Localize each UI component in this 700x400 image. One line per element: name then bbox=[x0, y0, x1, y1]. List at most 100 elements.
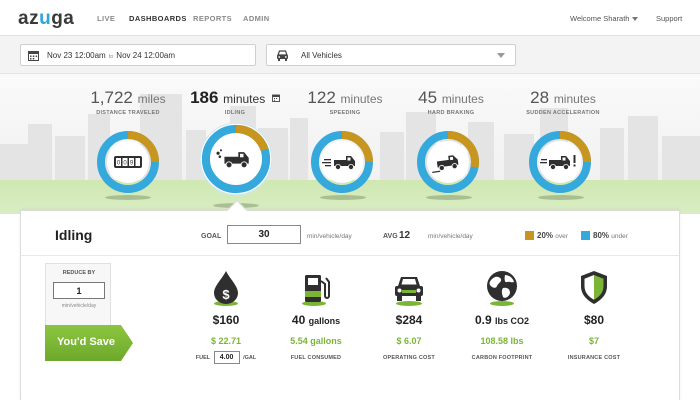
goal-unit: min/vehicle/day bbox=[307, 233, 352, 240]
metric-label: SPEEDING bbox=[329, 110, 361, 116]
savings-operating-cost: $284 $ 6.07 OPERATING COST bbox=[364, 269, 454, 361]
user-name: Welcome Sharath bbox=[570, 14, 630, 23]
insurance-value: $80 bbox=[583, 313, 605, 327]
youd-save-banner[interactable] bbox=[45, 325, 133, 361]
ring-over-arc bbox=[311, 131, 373, 193]
insurance-label: INSURANCE COST bbox=[567, 355, 621, 361]
azuga-logo[interactable]: azuga bbox=[18, 8, 75, 29]
ring-shadow bbox=[105, 195, 151, 200]
legend-over-swatch bbox=[525, 231, 534, 240]
avg-label: AVG bbox=[383, 233, 398, 240]
ring-shadow bbox=[320, 195, 366, 200]
odometer-icon: 0 0 9 bbox=[114, 156, 142, 168]
shield-icon bbox=[581, 271, 607, 304]
date-from: Nov 23 12:00am bbox=[47, 51, 106, 60]
metric-label: IDLING bbox=[224, 110, 246, 116]
metric-unit: miles bbox=[137, 92, 166, 106]
metric-sudden-acceleration: 28 minutes SUDDEN ACCELERATION bbox=[508, 88, 618, 116]
goal-input[interactable] bbox=[227, 225, 301, 244]
carbon-number: 0.9 bbox=[474, 313, 492, 327]
fuel-price-row: FUEL /GAL bbox=[181, 351, 271, 364]
fuel-price-input[interactable] bbox=[213, 351, 240, 364]
metric-value: 122 minutes bbox=[290, 88, 400, 108]
metric-unit: minutes bbox=[441, 92, 484, 106]
operating-cost-label: OPERATING COST bbox=[383, 355, 435, 361]
avg-value: 12 bbox=[399, 230, 411, 241]
car-front-icon bbox=[395, 277, 423, 306]
metric-ring-hard-braking[interactable] bbox=[416, 130, 480, 194]
date-to: Nov 24 12:00am bbox=[116, 51, 175, 60]
metric-ring-idling[interactable] bbox=[199, 122, 273, 196]
legend-under-pct: 80% bbox=[593, 231, 610, 240]
carbon-value: 0.9 lbs CO2 bbox=[457, 313, 547, 327]
metric-speeding: 122 minutes SPEEDING bbox=[290, 88, 400, 116]
metric-unit: minutes bbox=[553, 92, 596, 106]
metric-unit: minutes bbox=[223, 92, 266, 106]
metric-ring-sudden-acceleration[interactable] bbox=[528, 130, 592, 194]
metric-number: 122 bbox=[307, 88, 336, 107]
gas-pump-icon bbox=[302, 275, 330, 306]
user-menu[interactable]: Welcome Sharath bbox=[570, 14, 639, 23]
reduce-input[interactable] bbox=[53, 282, 105, 299]
date-separator: to bbox=[108, 54, 114, 60]
nav-live[interactable]: LIVE bbox=[97, 14, 116, 23]
metric-ring-distance[interactable]: 0 0 9 bbox=[96, 130, 160, 194]
metric-value: 45 minutes bbox=[396, 88, 506, 108]
divider bbox=[21, 255, 679, 256]
fuel-consumed-label: FUEL CONSUMED bbox=[290, 355, 342, 361]
legend-over-pct: 20% bbox=[537, 231, 554, 240]
filter-bar: Nov 23 12:00am to Nov 24 12:00am All Vehic… bbox=[0, 36, 700, 74]
metric-value: 1,722 miles bbox=[73, 88, 183, 108]
ring-over-arc bbox=[201, 124, 271, 194]
metric-value: 28 minutes bbox=[508, 88, 618, 108]
fuel-label: FUEL bbox=[195, 354, 211, 361]
nav-reports[interactable]: REPORTS bbox=[193, 14, 233, 23]
truck-acceleration-icon bbox=[540, 155, 576, 171]
metric-unit: minutes bbox=[340, 92, 383, 106]
chevron-down-icon bbox=[632, 17, 639, 22]
metric-ring-speeding[interactable] bbox=[310, 130, 374, 194]
operating-cost-saving: $ 6.07 bbox=[396, 336, 422, 346]
operating-cost-value: $284 bbox=[395, 313, 423, 327]
truck-idling-icon bbox=[216, 149, 249, 169]
ring-shadow bbox=[538, 195, 584, 200]
youd-save-label: You'd Save bbox=[57, 336, 116, 348]
fuel-price-unit: /GAL bbox=[243, 354, 257, 361]
metric-label: SUDDEN ACCELERATION bbox=[526, 110, 600, 116]
svg-text:0: 0 bbox=[123, 161, 127, 167]
metric-number: 28 bbox=[530, 88, 550, 107]
savings-insurance-cost: $80 $7 INSURANCE COST bbox=[549, 269, 639, 361]
date-range-text: Nov 23 12:00am to Nov 24 12:00am bbox=[47, 51, 175, 60]
savings-fuel-consumed: 40 gallons 5.54 gallons FUEL CONSUMED bbox=[271, 269, 361, 361]
legend-under-swatch bbox=[581, 231, 590, 240]
metric-hard-braking: 45 minutes HARD BRAKING bbox=[396, 88, 506, 116]
reduce-label: REDUCE BY bbox=[62, 270, 96, 276]
metric-distance: 1,722 miles DISTANCE TRAVELED bbox=[73, 88, 183, 116]
fuel-drop-dollar-icon: $ bbox=[214, 271, 238, 306]
metric-number: 45 bbox=[418, 88, 438, 107]
car-icon bbox=[277, 50, 288, 61]
legend-over: 20% over bbox=[537, 231, 568, 240]
nav-dashboards[interactable]: DASHBOARDS bbox=[129, 14, 187, 23]
vehicle-select-value: All Vehicles bbox=[301, 51, 342, 60]
carbon-saving: 108.58 lbs bbox=[480, 336, 524, 346]
idling-detail-panel: Idling GOAL min/vehicle/day AVG 12 min/v… bbox=[20, 210, 680, 400]
ring-over-arc bbox=[97, 131, 159, 193]
carbon-unit: lbs CO2 bbox=[495, 316, 530, 326]
svg-text:0: 0 bbox=[117, 161, 121, 167]
svg-text:9: 9 bbox=[130, 161, 134, 167]
truck-speeding-icon bbox=[322, 156, 355, 171]
panel-title: Idling bbox=[55, 227, 93, 243]
insurance-saving: $7 bbox=[588, 336, 599, 346]
fuel-consumed-number: 40 bbox=[291, 313, 306, 327]
fuel-consumed-unit: gallons bbox=[308, 316, 341, 326]
chevron-down-icon bbox=[497, 53, 505, 58]
vehicle-select[interactable]: All Vehicles bbox=[266, 44, 516, 66]
date-range-picker[interactable]: Nov 23 12:00am to Nov 24 12:00am bbox=[20, 44, 256, 66]
ring-over-arc bbox=[417, 131, 479, 193]
metric-label: DISTANCE TRAVELED bbox=[96, 110, 160, 116]
support-link[interactable]: Support bbox=[656, 14, 683, 23]
metric-idling: 186 minutes IDLING bbox=[180, 88, 290, 116]
calendar-icon[interactable] bbox=[271, 94, 280, 102]
nav-admin[interactable]: ADMIN bbox=[243, 14, 270, 23]
